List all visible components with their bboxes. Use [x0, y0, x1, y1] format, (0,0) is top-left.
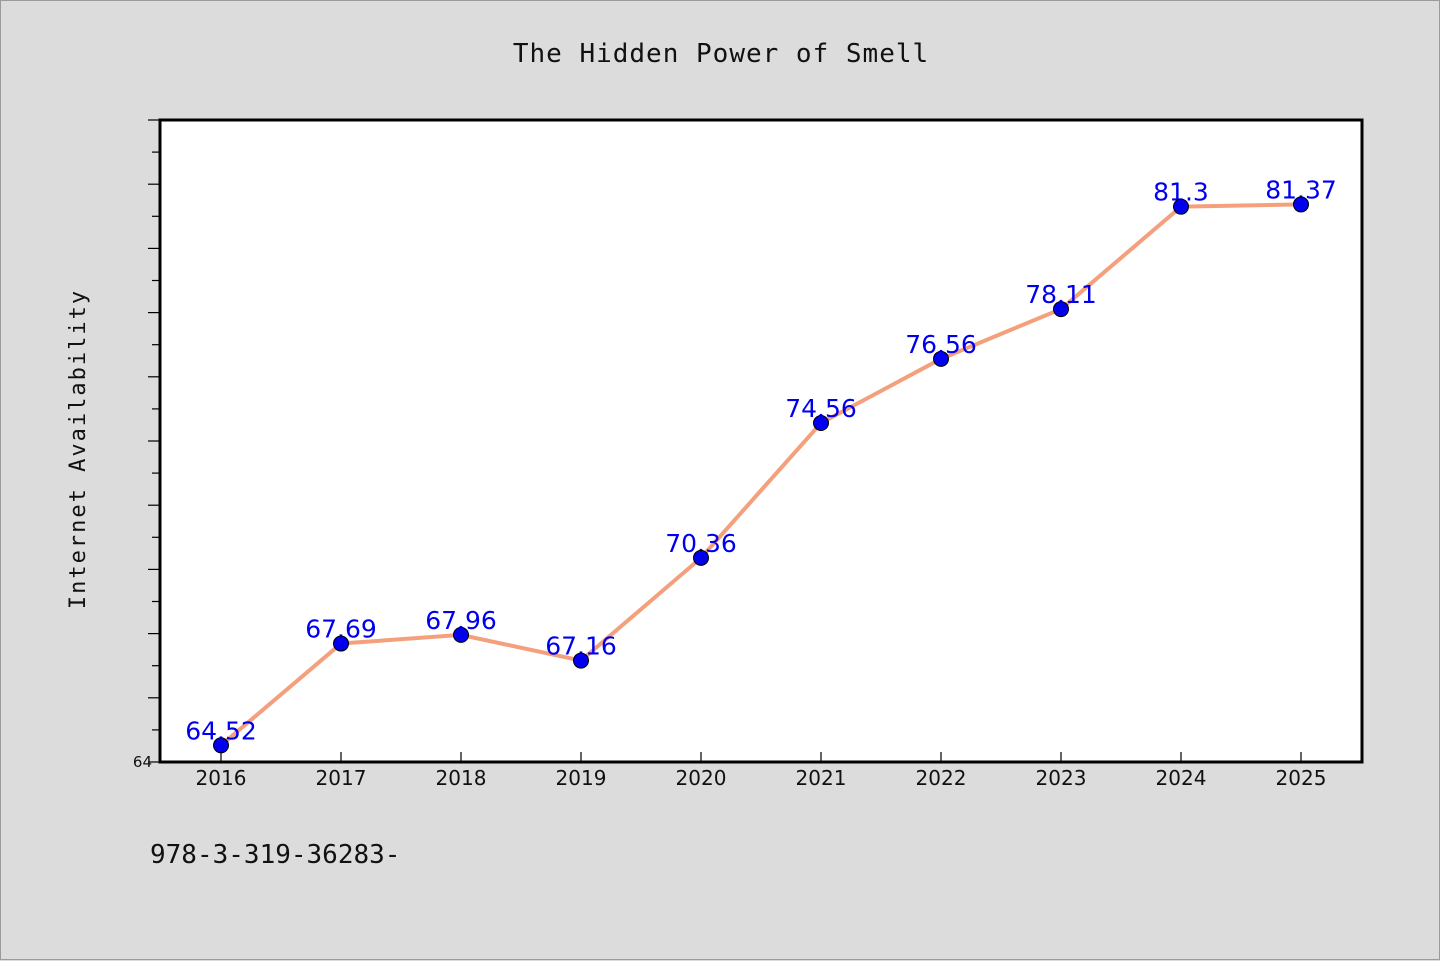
data-point: [453, 626, 469, 643]
data-point: [1293, 196, 1309, 213]
x-tick-label: 2018: [436, 766, 487, 790]
data-point: [333, 635, 349, 652]
series-line: [219, 202, 1303, 748]
y-tick-label: 64: [133, 753, 152, 771]
x-tick-label: 2017: [316, 766, 367, 790]
data-point: [573, 652, 589, 669]
footer-text: 978-3-319-36283-: [150, 840, 400, 870]
data-point: [1053, 301, 1069, 318]
data-point: [1173, 198, 1189, 215]
x-tick-label: 2020: [676, 766, 727, 790]
x-tick-label: 2021: [796, 766, 847, 790]
y-axis-label: Internet Availability: [66, 289, 91, 609]
x-tick-label: 2022: [916, 766, 967, 790]
x-tick-label: 2023: [1036, 766, 1087, 790]
x-tick-label: 2025: [1276, 766, 1327, 790]
data-point: [693, 549, 709, 566]
x-tick-label: 2019: [556, 766, 607, 790]
x-tick-label: 2016: [196, 766, 247, 790]
plot-area: [158, 118, 1364, 764]
data-point: [813, 415, 829, 432]
x-axis-ticks: 2016 2017 2018 2019 2020 2021 2022 2023 2024 2025: [196, 752, 1327, 790]
y-axis-ticks: 64: [133, 119, 160, 771]
data-point: [933, 350, 949, 367]
chart-title: The Hidden Power of Smell: [513, 39, 929, 69]
data-point: [213, 737, 229, 754]
x-tick-label: 2024: [1156, 766, 1207, 790]
